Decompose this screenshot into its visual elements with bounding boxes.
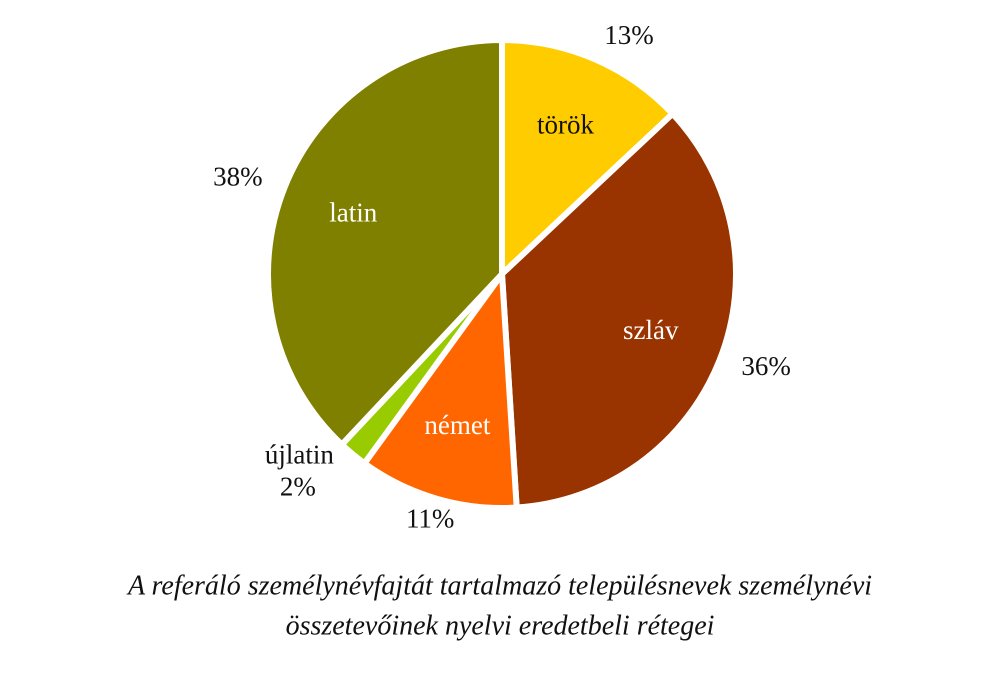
pie-slice [265, 36, 505, 449]
category-label: szláv [623, 315, 679, 345]
category-label: német [424, 410, 490, 440]
category-label: latin [329, 197, 377, 227]
value-label: 13% [604, 20, 654, 50]
value-label: 11% [406, 503, 455, 533]
value-label: 36% [741, 351, 791, 381]
caption-line: összetevőinek nyelvi eredetbeli rétegei [286, 610, 715, 641]
category-label: újlatin [265, 439, 334, 469]
category-label: török [537, 109, 594, 139]
pie-slice [360, 265, 520, 511]
value-label: 38% [213, 161, 263, 191]
value-label: 2% [280, 471, 316, 501]
pie-slice [499, 36, 677, 281]
pie-slice [498, 109, 739, 511]
caption-line: A referáló személynévfajtát tartalmazó t… [126, 570, 872, 601]
